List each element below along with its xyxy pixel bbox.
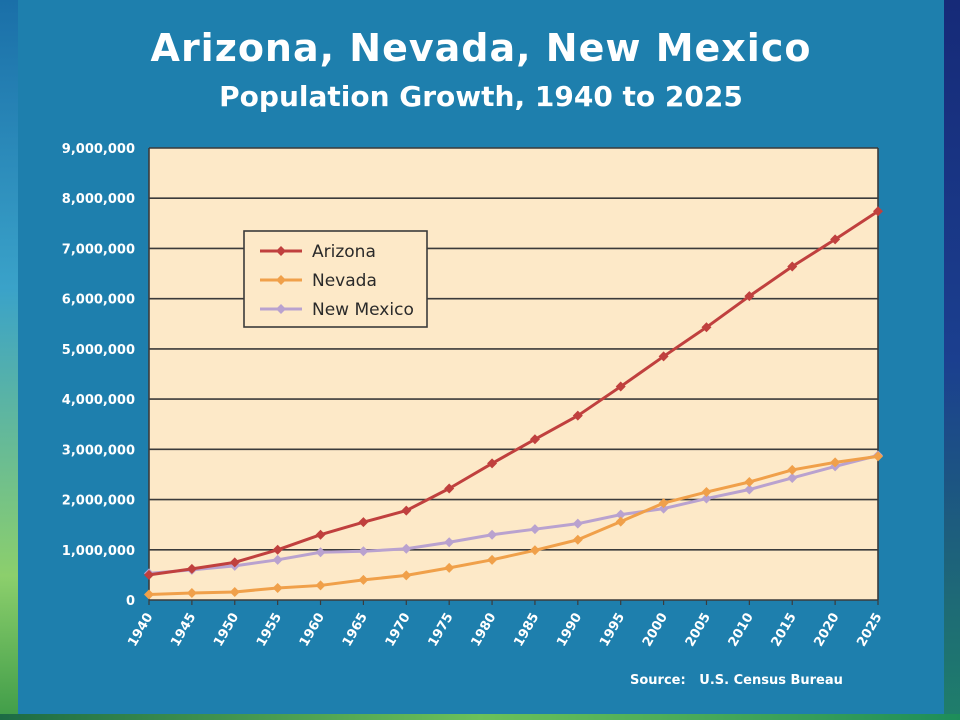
data-point-new-mexico xyxy=(701,493,712,504)
data-point-arizona xyxy=(272,544,283,555)
x-tick-label: 1985 xyxy=(511,611,542,650)
data-point-nevada xyxy=(186,587,197,598)
data-point-new-mexico xyxy=(358,546,369,557)
plot-area xyxy=(149,148,878,600)
data-point-new-mexico xyxy=(272,554,283,565)
x-tick-label: 1945 xyxy=(168,611,199,650)
y-tick-label: 0 xyxy=(126,594,135,609)
data-point-nevada xyxy=(701,487,712,498)
data-point-new-mexico xyxy=(315,547,326,558)
source-label: Source: xyxy=(630,673,686,688)
data-point-arizona xyxy=(830,234,841,245)
y-tick-label: 2,000,000 xyxy=(62,494,135,509)
data-point-arizona xyxy=(401,505,412,516)
legend-swatch-marker xyxy=(276,275,286,285)
x-tick-label: 2015 xyxy=(769,611,800,650)
data-point-new-mexico xyxy=(444,537,455,548)
data-point-arizona xyxy=(873,206,883,217)
left-decorative-strip xyxy=(0,0,18,720)
data-point-arizona xyxy=(186,563,197,574)
data-point-new-mexico xyxy=(572,518,583,529)
chart-title: Arizona, Nevada, New Mexico xyxy=(150,26,812,70)
x-tick-label: 1975 xyxy=(426,611,457,650)
legend-swatch-marker xyxy=(276,246,286,256)
data-point-nevada xyxy=(529,545,540,556)
data-point-new-mexico xyxy=(529,524,540,535)
data-point-arizona xyxy=(529,434,540,445)
x-tick-label: 2020 xyxy=(811,611,842,650)
x-tick-label: 1980 xyxy=(468,611,499,650)
data-point-arizona xyxy=(701,322,712,333)
x-tick-label: 2000 xyxy=(640,611,671,650)
legend-label: Nevada xyxy=(312,271,377,291)
data-point-nevada xyxy=(744,476,755,487)
source-value: U.S. Census Bureau xyxy=(699,673,843,688)
series-line-arizona xyxy=(148,210,879,577)
series-line-nevada xyxy=(148,454,879,596)
chart-panel: Arizona, Nevada, New Mexico Population G… xyxy=(18,0,944,714)
x-tick-label: 2005 xyxy=(683,611,714,650)
data-point-nevada xyxy=(787,464,798,475)
data-point-nevada xyxy=(830,457,841,468)
x-tick-label: 1965 xyxy=(340,611,371,650)
data-point-nevada xyxy=(272,582,283,593)
data-point-nevada xyxy=(315,580,326,591)
legend-label: New Mexico xyxy=(312,300,414,320)
data-point-nevada xyxy=(873,451,883,462)
right-decorative-strip xyxy=(944,0,960,720)
legend-swatch-marker xyxy=(276,304,286,314)
y-tick-label: 3,000,000 xyxy=(62,443,135,458)
data-point-arizona xyxy=(615,381,626,392)
data-point-new-mexico xyxy=(658,503,669,514)
x-tick-label: 1970 xyxy=(383,611,414,650)
data-point-arizona xyxy=(358,517,369,528)
bottom-decorative-strip xyxy=(0,714,960,720)
data-point-new-mexico xyxy=(787,472,798,483)
data-point-new-mexico xyxy=(487,529,498,540)
x-tick-label: 1990 xyxy=(554,611,585,650)
data-point-arizona xyxy=(487,458,498,469)
y-tick-label: 4,000,000 xyxy=(62,393,135,408)
line-chart: 0 1,000,000 2,000,000 3,000,000 4,000,000 5,0… xyxy=(62,142,886,650)
data-point-nevada xyxy=(487,554,498,565)
data-point-nevada xyxy=(229,586,240,597)
data-point-new-mexico xyxy=(401,543,412,554)
data-point-arizona xyxy=(444,483,455,494)
y-tick-label: 5,000,000 xyxy=(62,343,135,358)
y-tick-label: 6,000,000 xyxy=(62,293,135,308)
x-tick-label: 1960 xyxy=(297,611,328,650)
y-tick-label: 1,000,000 xyxy=(62,544,135,559)
x-tick-label: 2025 xyxy=(854,611,885,650)
data-point-arizona xyxy=(229,557,240,568)
x-tick-label: 1995 xyxy=(597,611,628,650)
source-note: Source: U.S. Census Bureau xyxy=(630,673,843,688)
data-point-arizona xyxy=(658,351,669,362)
data-point-arizona xyxy=(787,261,798,272)
x-tick-label: 1940 xyxy=(125,611,156,650)
x-tick-label: 1955 xyxy=(254,611,285,650)
data-point-nevada xyxy=(358,574,369,585)
data-point-nevada xyxy=(615,516,626,527)
y-tick-label: 8,000,000 xyxy=(62,192,135,207)
y-tick-label: 7,000,000 xyxy=(62,242,135,257)
data-point-arizona xyxy=(315,529,326,540)
series-line-new-mexico xyxy=(148,453,879,575)
x-tick-label: 2010 xyxy=(726,611,757,650)
chart-subtitle: Population Growth, 1940 to 2025 xyxy=(219,80,743,113)
data-point-nevada xyxy=(572,534,583,545)
data-point-nevada xyxy=(658,498,669,509)
data-point-new-mexico xyxy=(744,484,755,495)
data-point-nevada xyxy=(444,562,455,573)
data-point-arizona xyxy=(572,410,583,421)
data-point-new-mexico xyxy=(615,509,626,520)
data-point-nevada xyxy=(401,570,412,581)
data-point-arizona xyxy=(144,569,154,580)
legend-label: Arizona xyxy=(312,242,376,262)
y-tick-label: 9,000,000 xyxy=(62,142,135,157)
data-point-nevada xyxy=(144,589,154,600)
data-point-arizona xyxy=(744,291,755,302)
x-tick-label: 1950 xyxy=(211,611,242,650)
